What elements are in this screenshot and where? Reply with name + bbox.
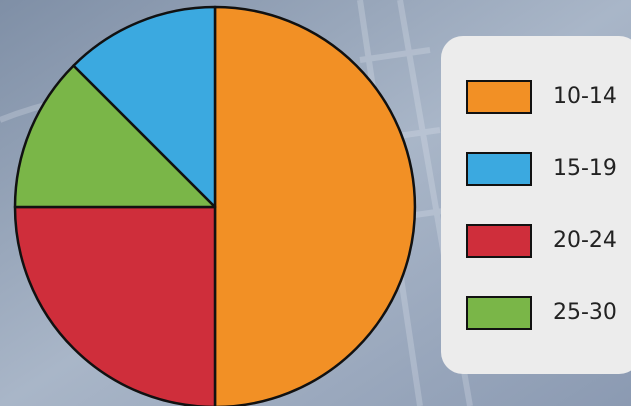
legend-label: 20-24 xyxy=(553,228,617,253)
pie-slice xyxy=(72,5,217,209)
legend-swatch xyxy=(466,296,532,330)
pie-slice xyxy=(213,5,417,406)
legend: 10-14 15-19 20-24 25-30 xyxy=(466,80,617,330)
legend-box xyxy=(441,36,631,374)
legend-label: 25-30 xyxy=(553,300,617,325)
legend-swatch xyxy=(466,80,532,114)
pie-slice xyxy=(13,64,217,209)
legend-label: 10-14 xyxy=(553,84,617,109)
pie xyxy=(13,5,417,406)
legend-swatch xyxy=(466,152,532,186)
pie-slice xyxy=(13,205,217,406)
legend-label: 15-19 xyxy=(553,156,617,181)
legend-swatch xyxy=(466,224,532,258)
